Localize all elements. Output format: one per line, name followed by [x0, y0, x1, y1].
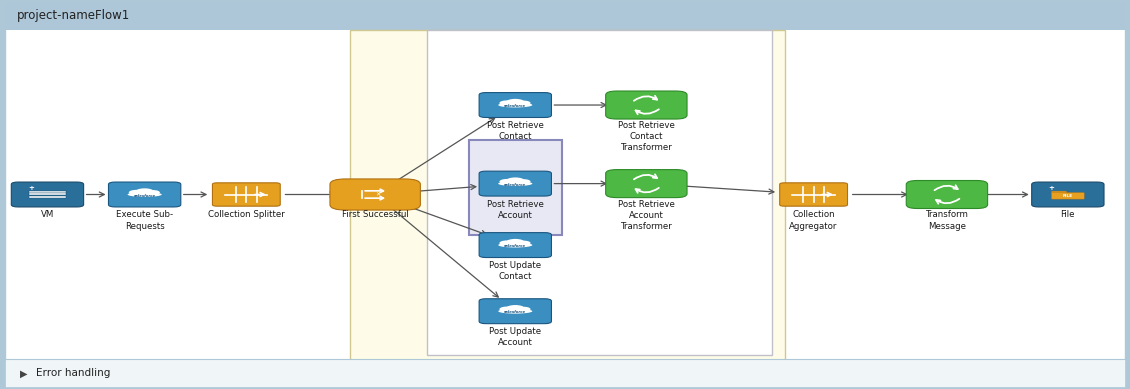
Text: Post Update
Account: Post Update Account	[489, 327, 541, 347]
Bar	[350, 30, 785, 363]
Ellipse shape	[499, 179, 514, 184]
Text: Collection Splitter: Collection Splitter	[208, 210, 285, 219]
Ellipse shape	[498, 103, 532, 107]
Text: Error handling: Error handling	[36, 368, 111, 378]
FancyBboxPatch shape	[479, 93, 551, 117]
Text: +: +	[28, 185, 34, 191]
Text: Post Retrieve
Account: Post Retrieve Account	[487, 200, 544, 220]
FancyBboxPatch shape	[479, 233, 551, 258]
Ellipse shape	[499, 307, 514, 312]
FancyBboxPatch shape	[5, 2, 1125, 387]
Ellipse shape	[498, 181, 532, 186]
Ellipse shape	[136, 188, 154, 194]
Text: salesforce: salesforce	[504, 104, 527, 108]
FancyBboxPatch shape	[479, 171, 551, 196]
Ellipse shape	[498, 243, 532, 247]
FancyBboxPatch shape	[606, 170, 687, 198]
Text: VM: VM	[41, 210, 54, 219]
FancyBboxPatch shape	[330, 179, 420, 210]
Text: +: +	[1049, 185, 1054, 191]
Bar	[5, 359, 1125, 387]
Ellipse shape	[129, 190, 144, 195]
Text: salesforce: salesforce	[504, 244, 527, 248]
Ellipse shape	[516, 101, 531, 105]
Bar	[427, 30, 772, 355]
Text: Post Update
Contact: Post Update Contact	[489, 261, 541, 281]
Ellipse shape	[146, 190, 160, 195]
Bar	[5, 2, 1125, 30]
FancyBboxPatch shape	[906, 180, 988, 209]
FancyBboxPatch shape	[1051, 191, 1067, 194]
Ellipse shape	[506, 305, 524, 311]
Text: Post Retrieve
Account
Transformer: Post Retrieve Account Transformer	[618, 200, 675, 231]
Ellipse shape	[516, 241, 531, 245]
Ellipse shape	[516, 307, 531, 312]
Ellipse shape	[506, 239, 524, 245]
Bar	[29, 191, 66, 193]
Text: salesforce: salesforce	[133, 194, 156, 198]
FancyBboxPatch shape	[780, 183, 848, 206]
Text: ✕: ✕	[375, 192, 381, 197]
Text: Transform
Message: Transform Message	[925, 210, 968, 231]
Ellipse shape	[516, 179, 531, 184]
FancyBboxPatch shape	[479, 299, 551, 324]
Bar	[29, 196, 66, 198]
Text: First Successful: First Successful	[341, 210, 409, 219]
FancyBboxPatch shape	[469, 140, 562, 235]
FancyBboxPatch shape	[1032, 182, 1104, 207]
Text: Post Retrieve
Contact: Post Retrieve Contact	[487, 121, 544, 141]
Text: FILE: FILE	[1062, 194, 1074, 198]
FancyBboxPatch shape	[1051, 193, 1085, 199]
Text: salesforce: salesforce	[504, 310, 527, 314]
Ellipse shape	[499, 100, 514, 106]
Ellipse shape	[506, 99, 524, 105]
Text: project-nameFlow1: project-nameFlow1	[17, 9, 130, 22]
FancyBboxPatch shape	[108, 182, 181, 207]
Ellipse shape	[128, 192, 162, 197]
Text: salesforce: salesforce	[504, 183, 527, 187]
Text: ▶: ▶	[20, 368, 28, 378]
Bar	[29, 193, 66, 195]
Text: File: File	[1061, 210, 1075, 219]
Ellipse shape	[499, 240, 514, 246]
FancyBboxPatch shape	[212, 183, 280, 206]
Text: Collection
Aggregator: Collection Aggregator	[790, 210, 837, 231]
Ellipse shape	[498, 309, 532, 314]
Ellipse shape	[506, 177, 524, 184]
FancyBboxPatch shape	[11, 182, 84, 207]
Text: Execute Sub-
Requests: Execute Sub- Requests	[116, 210, 173, 231]
FancyBboxPatch shape	[606, 91, 687, 119]
Text: Post Retrieve
Contact
Transformer: Post Retrieve Contact Transformer	[618, 121, 675, 152]
